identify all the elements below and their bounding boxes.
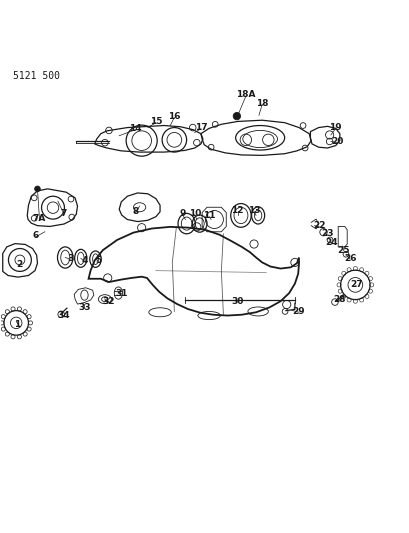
- Text: 4: 4: [81, 256, 88, 265]
- Text: 10: 10: [188, 209, 200, 218]
- Text: 32: 32: [103, 297, 115, 306]
- Text: 16: 16: [168, 111, 180, 120]
- Text: 11: 11: [202, 211, 215, 220]
- Text: 22: 22: [312, 221, 325, 230]
- Text: 15: 15: [149, 117, 162, 126]
- Text: 14: 14: [129, 124, 142, 133]
- Text: 12: 12: [231, 206, 243, 215]
- Text: 20: 20: [331, 138, 343, 147]
- Text: 13: 13: [247, 206, 260, 215]
- Text: 23: 23: [321, 229, 333, 238]
- Text: 2: 2: [16, 260, 22, 269]
- Text: 6: 6: [32, 231, 38, 240]
- Text: 7: 7: [61, 209, 67, 218]
- Text: 3: 3: [67, 254, 73, 263]
- Text: 34: 34: [58, 311, 70, 320]
- Text: 27: 27: [349, 280, 362, 289]
- Text: 29: 29: [292, 307, 305, 316]
- Text: 17: 17: [194, 123, 207, 132]
- Text: 18A: 18A: [236, 91, 255, 99]
- Text: 5121 500: 5121 500: [13, 71, 60, 81]
- Text: 31: 31: [115, 288, 127, 297]
- Text: 18: 18: [255, 99, 268, 108]
- Text: 8: 8: [132, 207, 138, 216]
- Text: 26: 26: [343, 254, 355, 263]
- Text: 5: 5: [95, 256, 102, 265]
- Text: 30: 30: [231, 297, 243, 306]
- Text: 7A: 7A: [33, 214, 46, 223]
- Text: 9: 9: [179, 209, 185, 218]
- Circle shape: [233, 112, 240, 120]
- Text: 28: 28: [333, 295, 345, 304]
- Circle shape: [34, 186, 40, 192]
- Text: 33: 33: [78, 303, 90, 312]
- Text: 1: 1: [14, 320, 20, 329]
- Text: 25: 25: [337, 246, 349, 255]
- Text: 24: 24: [325, 238, 337, 247]
- Text: 19: 19: [329, 123, 341, 132]
